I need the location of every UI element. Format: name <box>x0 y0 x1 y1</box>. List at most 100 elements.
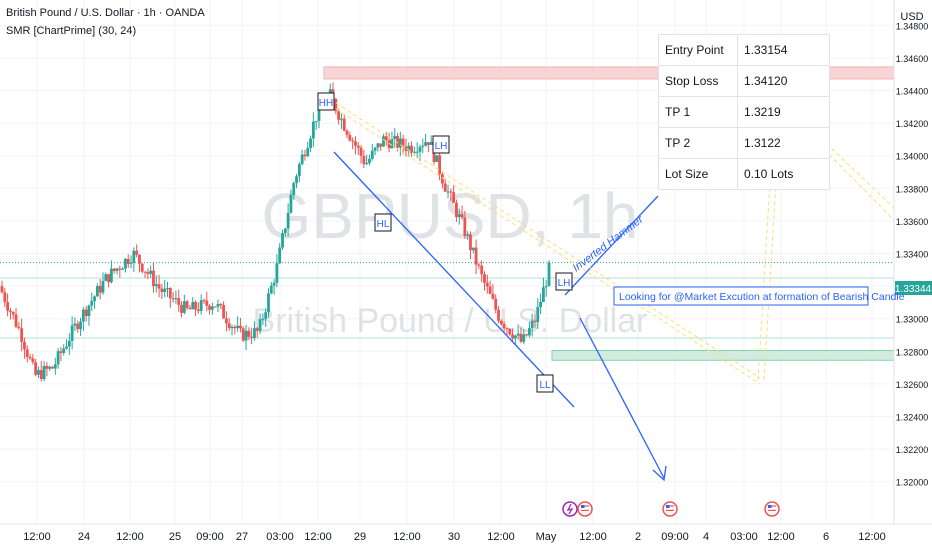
symbol-title[interactable]: British Pound / U.S. Dollar · 1h · OANDA <box>6 7 205 19</box>
price-tick-label: 1.34200 <box>896 119 929 129</box>
candle-body <box>362 155 366 165</box>
swing-label-hh: HH <box>317 92 335 111</box>
candle-body <box>396 135 399 148</box>
swing-label-lh: LH <box>432 135 450 154</box>
candle-body <box>485 282 489 287</box>
market-note-box[interactable]: Looking for @Market Excution at formatio… <box>613 286 905 306</box>
candle-body <box>208 305 211 310</box>
candle-body <box>104 274 108 281</box>
candle-body <box>449 191 453 193</box>
candle-body <box>185 301 189 308</box>
candle-body <box>303 154 307 157</box>
candle-body <box>401 138 405 147</box>
candle-body <box>502 324 506 329</box>
candle-body <box>258 319 262 331</box>
swing-label-box <box>317 92 335 111</box>
lightning-event-icon[interactable] <box>562 501 578 517</box>
candle-body <box>241 328 245 341</box>
candle-body <box>539 302 542 308</box>
time-axis-ticks: 12:00 24 12:00 25 09:00 27 03:00 12:00 29 12:00 30… <box>23 531 886 543</box>
candle-body <box>62 348 66 353</box>
price-tick-label: 1.34600 <box>896 54 929 64</box>
swing-label-box <box>536 374 554 393</box>
candle-body <box>466 234 470 236</box>
candle-body <box>497 309 500 321</box>
candle-body <box>0 286 4 293</box>
price-tick-label: 1.32200 <box>896 445 929 455</box>
candle-body <box>494 298 498 310</box>
candle-body <box>98 285 102 293</box>
swing-label-ll: LL <box>536 374 554 393</box>
candle-body <box>244 330 248 341</box>
candle-body <box>463 217 467 236</box>
candle-body <box>435 155 439 162</box>
candle-body <box>95 285 99 297</box>
candle-body <box>536 307 540 322</box>
candle-body <box>191 302 195 310</box>
candle-body <box>101 280 105 293</box>
candle-body <box>107 274 110 283</box>
candle-body <box>368 158 371 164</box>
candle-body <box>455 202 458 218</box>
flag-circle <box>764 501 780 517</box>
candle-body <box>53 364 57 369</box>
trade-row-value: 1.33154 <box>737 34 830 66</box>
price-tick-label: 1.32600 <box>896 380 929 390</box>
candle-body <box>157 284 161 289</box>
candle-body <box>129 262 133 264</box>
candle-body <box>39 370 43 380</box>
time-tick-label: 12:00 <box>579 531 607 543</box>
price-axis-bg[interactable] <box>894 0 932 524</box>
candle-body <box>311 121 315 139</box>
candle-body <box>342 118 346 131</box>
time-tick-label: 12:00 <box>304 531 332 543</box>
last-price-label: 1.33344 <box>895 284 932 295</box>
candle-body <box>452 192 456 203</box>
candle-body <box>261 318 265 320</box>
us-flag-event-icon[interactable] <box>764 501 780 517</box>
candle-body <box>115 268 119 271</box>
candle-body <box>340 118 343 120</box>
trade-row-label: Entry Point <box>658 34 738 66</box>
candle-body <box>267 293 270 313</box>
candle-body <box>390 138 394 149</box>
candle-body <box>168 288 172 299</box>
hammer-pointer-line <box>564 195 659 296</box>
candle-body <box>67 340 71 347</box>
candle-body <box>135 250 139 255</box>
candle-body <box>160 288 164 293</box>
candle-body <box>334 98 338 112</box>
time-tick-label: 27 <box>236 531 248 543</box>
candle-body <box>166 288 169 290</box>
candle-body <box>23 341 26 350</box>
candle-body <box>275 263 279 283</box>
time-tick-label: 4 <box>703 531 709 543</box>
candle-body <box>6 302 10 311</box>
time-tick-label: 12:00 <box>858 531 886 543</box>
candle-body <box>286 212 290 229</box>
candle-body <box>306 147 310 157</box>
candle-body <box>488 286 492 294</box>
candle-body <box>483 274 486 283</box>
trade-row: TP 2 1.3122 <box>658 127 830 159</box>
candle-body <box>138 254 141 264</box>
candle-body <box>382 136 385 147</box>
candle-body <box>31 358 35 363</box>
candle-body <box>202 300 206 302</box>
candle-body <box>441 174 444 184</box>
candle-body <box>143 271 147 273</box>
swing-label-text: LH <box>435 141 448 152</box>
swing-label-box <box>374 213 392 232</box>
candle-body <box>292 183 296 195</box>
channel-line-1 <box>329 98 761 379</box>
us-flag-event-icon[interactable] <box>577 501 593 517</box>
candle-body <box>471 247 475 251</box>
candle-body <box>14 314 18 327</box>
candle-body <box>25 349 29 357</box>
indicator-legend[interactable]: SMR [ChartPrime] (30, 24) <box>6 25 137 37</box>
candle-body <box>87 305 91 317</box>
us-flag-event-icon[interactable] <box>662 501 678 517</box>
swing-label-text: HH <box>319 98 333 109</box>
time-tick-label: May <box>536 531 557 543</box>
